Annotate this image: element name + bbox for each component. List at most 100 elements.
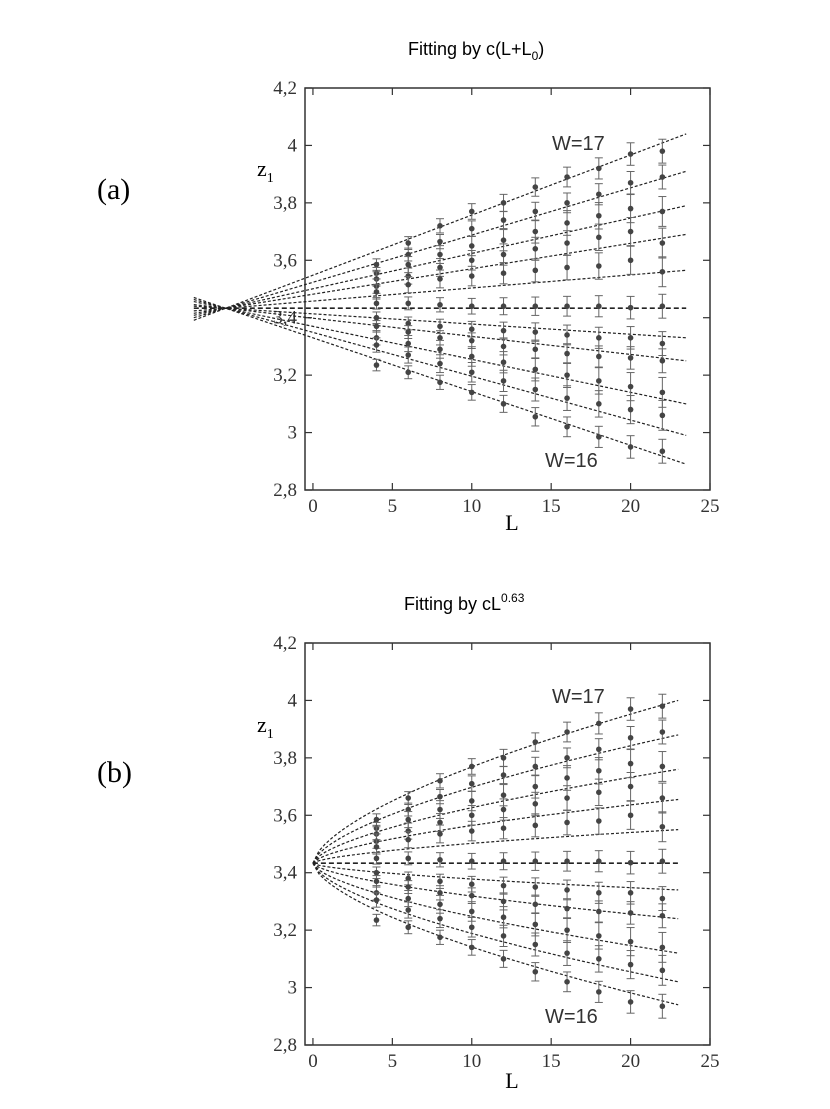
panel-a-data-point [659, 340, 666, 347]
panel-b-title-main: Fitting by cL [404, 594, 501, 614]
panel-a-data-point [373, 323, 380, 330]
panel-b-xtick-label: 5 [388, 1051, 398, 1072]
panel-b-data-point [627, 760, 634, 767]
panel-b-data-point [437, 878, 443, 885]
panel-a-data-point [437, 251, 443, 258]
panel-b-data-point [564, 775, 570, 781]
panel-a-data-point [564, 240, 570, 246]
panel-b-label: (b) [97, 756, 132, 789]
panel-a-data-point [532, 346, 539, 353]
panel-b-data-point [468, 924, 475, 931]
panel-b-data-point [405, 795, 412, 801]
panel-a-data-point [405, 340, 412, 347]
panel-a-fit-line [193, 233, 687, 314]
panel-a-data-point [373, 289, 380, 295]
panel-b-data-point [373, 816, 380, 823]
panel-b-data-point [564, 887, 570, 893]
panel-a-data-point [468, 257, 475, 264]
panel-a-data-point [468, 353, 475, 360]
panel-b-data-point [596, 746, 602, 753]
panel-a-xtick-label: 5 [388, 496, 398, 517]
panel-a-ytick-label: 3,6 [273, 250, 297, 271]
panel-a-data-point [596, 191, 602, 198]
panel-b-data-point [373, 897, 380, 903]
panel-a-ylabel: z1 [257, 156, 274, 186]
panel-b-data-point [405, 924, 412, 931]
panel-b-data-point [659, 1003, 666, 1010]
panel-b-data-point [596, 890, 602, 896]
panel-b-data-point [437, 901, 443, 908]
panel-a-data-point [468, 369, 475, 376]
panel-a-data-point [437, 223, 443, 229]
panel-b-data-point [468, 812, 475, 819]
panel-b-data-point [532, 801, 539, 807]
panel-a-ylabel-sub: 1 [267, 171, 274, 186]
panel-b-data-point [659, 944, 666, 951]
panel-a-data-point [627, 151, 634, 157]
panel-a: (a) Fitting by c(L+L0) z1 L 0 5 10 15 20 252,… [97, 39, 720, 535]
panel-b: (b) Fitting by cL0.63 z1 L 0 5 10 15 20 25 2,8… [97, 591, 720, 1093]
panel-a-data-point [468, 273, 475, 279]
panel-a-data-point [500, 270, 507, 277]
panel-b-data-point [627, 999, 634, 1005]
panel-b-data-point [564, 979, 570, 985]
panel-b-data-point [532, 884, 539, 890]
panel-b-data-point [437, 806, 443, 813]
panel-a-data-point [627, 179, 634, 186]
panel-b-data-point [627, 910, 634, 916]
panel-b-xlabel: L [505, 1068, 518, 1093]
panel-a-data-point [373, 342, 380, 348]
panel-b-data-point [437, 778, 443, 784]
panel-b-data-point [468, 858, 475, 865]
panel-b-fit-line [312, 768, 679, 864]
panel-b-fit-line [312, 734, 679, 864]
panel-a-data-point [596, 234, 602, 241]
panel-a-ytick-label: 4 [288, 135, 298, 156]
panel-b-data-point [405, 836, 412, 843]
panel-a-data-point [627, 228, 634, 235]
panel-b-data-point [437, 915, 443, 922]
panel-a-data-point [437, 360, 443, 367]
panel-b-data-point [373, 878, 380, 885]
panel-b-data-point [532, 941, 539, 948]
panel-a-ticks [305, 87, 711, 491]
panel-a-data-point [437, 346, 443, 353]
panel-a-annotation-w16: W=16 [545, 450, 598, 472]
panel-b-data-point [659, 823, 666, 830]
panel-b-data-point [437, 793, 443, 800]
panel-a-ylabel-main: z [257, 156, 267, 181]
panel-a-title-sub: 0 [532, 49, 539, 63]
panel-a-annotation-w17: W=17 [552, 133, 605, 155]
panel-b-data-point [627, 890, 634, 896]
panel-b-data-point [500, 772, 507, 778]
panel-b-fit-line [312, 862, 679, 954]
panel-a-data-point [468, 243, 475, 249]
panel-b-data-point [627, 734, 634, 741]
panel-a-data-point [532, 267, 539, 274]
panel-a-data-point [468, 225, 475, 232]
panel-b-data-point [596, 767, 602, 774]
panel-a-data-point [437, 238, 443, 245]
panel-a-data-point [405, 251, 412, 258]
panel-b-title-sup: 0.63 [501, 591, 525, 605]
panel-b-ylabel: z1 [257, 712, 274, 742]
panel-b-data-point [627, 961, 634, 968]
panel-b-data-point [468, 944, 475, 951]
panel-b-data-point [596, 858, 602, 865]
panel-b-ytick-label: 2,8 [273, 1035, 297, 1056]
panel-a-data-point [596, 378, 602, 384]
panel-a-data-point [659, 268, 666, 275]
panel-a-data-point [532, 386, 539, 393]
panel-b-frame [304, 642, 711, 1046]
panel-b-annotation-w16: W=16 [545, 1006, 598, 1028]
panel-a-data-point [564, 350, 570, 357]
panel-a-data-point [500, 401, 507, 407]
panel-a-data-point [500, 200, 507, 206]
panel-a-fit-line [193, 296, 687, 465]
panel-a-data-point [596, 401, 602, 407]
panel-b-tick-labels: 0 5 10 15 20 25 2,8 3 3,2 3,4 3,6 3,8 4 4,2 [273, 633, 719, 1072]
panel-b-data-point [532, 921, 539, 928]
panel-a-data-point [627, 304, 634, 311]
panel-b-data-point [596, 989, 602, 995]
panel-b-data-point [659, 795, 666, 801]
